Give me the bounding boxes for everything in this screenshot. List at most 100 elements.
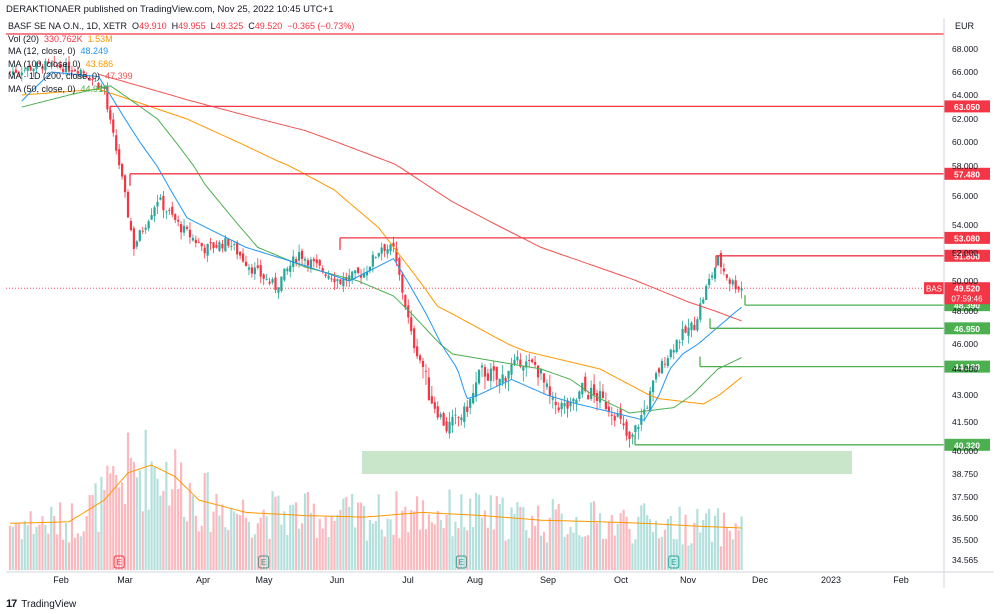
y-tick-label: 41.500: [952, 417, 978, 427]
candle: [507, 370, 510, 379]
volume-bar: [696, 509, 699, 570]
x-tick-label: Oct: [614, 575, 629, 585]
candle: [637, 427, 640, 429]
earnings-marker[interactable]: [113, 555, 125, 569]
price-label-box[interactable]: [944, 249, 990, 262]
y-tick-label: 35.500: [952, 535, 978, 545]
volume-bar: [23, 520, 26, 570]
candle: [274, 277, 277, 291]
volume-bar: [457, 528, 460, 570]
y-tick-label: 46.000: [952, 339, 978, 349]
candle: [413, 328, 416, 349]
candle: [454, 414, 457, 416]
volume-bar: [513, 513, 516, 570]
candle: [551, 397, 554, 400]
volume-bar: [631, 543, 634, 570]
volume-bar: [519, 506, 522, 570]
tradingview-footer[interactable]: 17 TradingView: [6, 598, 76, 610]
legend-high-label: H: [171, 21, 179, 31]
legend-ma100-row[interactable]: MA (100, close, 0) 43.686: [8, 58, 354, 71]
y-tick-label: 43.000: [952, 390, 978, 400]
volume-bar: [295, 502, 298, 570]
candle: [457, 417, 460, 419]
volume-bar: [593, 501, 596, 570]
volume-bar: [354, 527, 357, 570]
legend-ma50-row[interactable]: MA (50, close, 0) 44.915: [8, 83, 354, 96]
candle: [696, 319, 699, 331]
price-label-box[interactable]: [944, 322, 990, 335]
candle: [259, 265, 262, 277]
y-tick-label: 68.000: [952, 44, 978, 54]
volume-bar: [227, 530, 230, 570]
volume-bar: [740, 516, 743, 570]
candle: [44, 61, 47, 71]
volume-bar: [684, 514, 687, 570]
legend-volume-label: Vol (20): [8, 33, 40, 44]
volume-bar: [73, 537, 76, 570]
legend-ma-short-row[interactable]: MA (12, close, 0) 48.249: [8, 45, 354, 58]
earnings-marker[interactable]: [455, 555, 467, 569]
earnings-marker[interactable]: [258, 555, 270, 569]
earnings-marker[interactable]: [668, 555, 680, 569]
volume-bar: [147, 509, 150, 570]
y-tick-label: 60.000: [952, 137, 978, 147]
price-label-box[interactable]: [944, 231, 990, 244]
candle: [401, 274, 404, 293]
volume-bar: [569, 526, 572, 570]
volume-bar: [427, 514, 430, 570]
volume-bar: [489, 495, 492, 570]
volume-bar: [118, 487, 121, 570]
candle: [298, 252, 301, 261]
volume-bar: [342, 498, 345, 570]
price-label-box[interactable]: [944, 438, 990, 451]
volume-bar: [534, 525, 537, 570]
candle: [227, 239, 230, 246]
candle: [351, 271, 354, 279]
candle: [528, 359, 531, 361]
volume-bar: [141, 511, 144, 570]
volume-bar: [197, 531, 200, 570]
candle: [342, 278, 345, 287]
volume-bar: [418, 529, 422, 570]
volume-bar: [498, 504, 501, 570]
candle: [126, 191, 130, 218]
volume-bar: [522, 507, 525, 570]
volume-bar: [463, 527, 466, 570]
volume-bar: [82, 531, 85, 570]
price-label-box[interactable]: [944, 167, 990, 180]
legend-ma200-row[interactable]: MA · 1D (200, close, 0) 47.399: [8, 70, 354, 83]
candle: [622, 423, 625, 426]
candle: [569, 401, 572, 407]
candle: [365, 271, 369, 276]
volume-bar: [548, 517, 551, 570]
candle: [180, 224, 183, 233]
candle: [652, 380, 655, 393]
candle: [280, 276, 283, 291]
volume-bar: [572, 532, 575, 570]
candle: [268, 281, 271, 284]
legend-volume-row[interactable]: Vol (20) 330.762K 1.53M: [8, 33, 354, 46]
price-label-box[interactable]: [944, 360, 990, 373]
volume-bar: [53, 516, 56, 570]
volume-bar: [699, 532, 702, 570]
volume-bar: [472, 527, 475, 570]
volume-bar: [377, 494, 380, 570]
price-label: 63.050: [954, 102, 980, 112]
volume-bar: [716, 508, 720, 570]
candle: [197, 241, 200, 243]
volume-bar: [17, 523, 20, 570]
last-price-box[interactable]: [944, 282, 990, 305]
volume-bar: [262, 509, 265, 570]
candle: [616, 413, 619, 417]
price-label-box[interactable]: [944, 100, 990, 113]
candle: [174, 214, 177, 221]
volume-bar: [233, 511, 236, 570]
candle: [233, 244, 236, 245]
candle: [35, 63, 38, 69]
candle: [135, 241, 138, 247]
price-label: 53.080: [954, 233, 980, 243]
volume-bar: [112, 466, 115, 570]
candle: [631, 434, 634, 437]
candle: [194, 239, 197, 244]
